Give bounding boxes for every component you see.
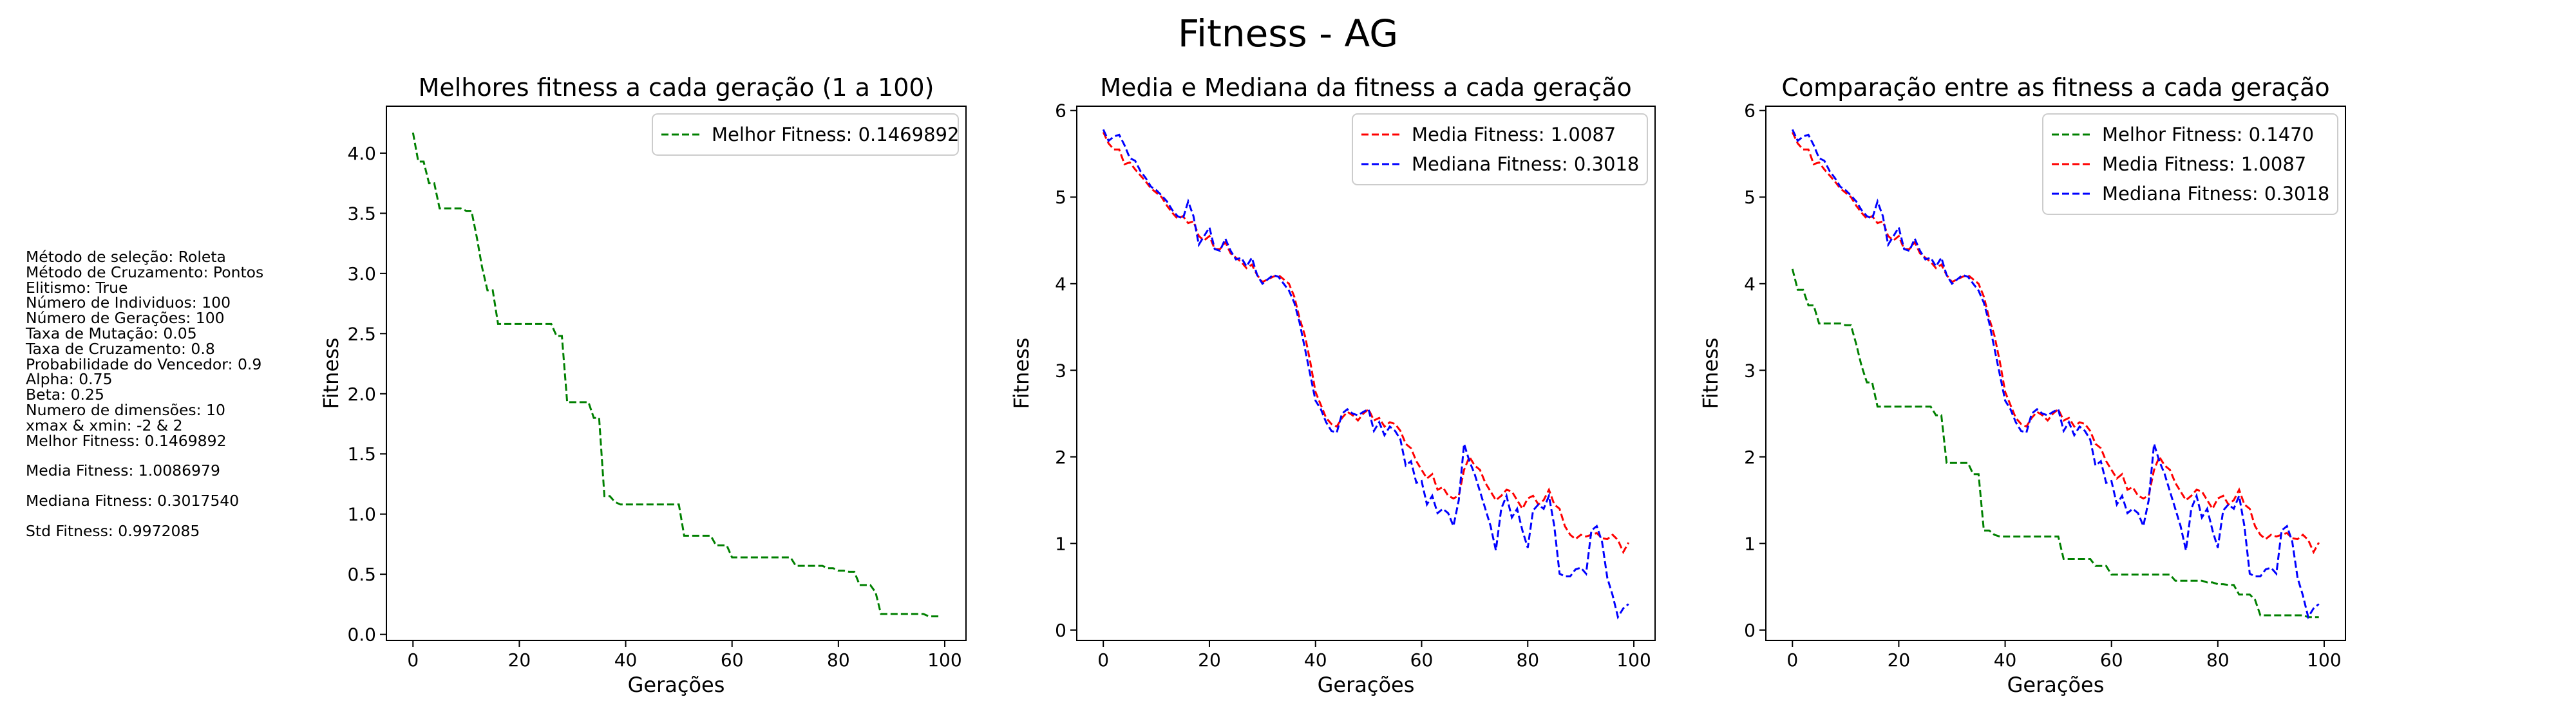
chart-title: Comparação entre as fitness a cada geraç… [1781, 73, 2329, 102]
y-tick-label: 5 [1744, 187, 1756, 208]
y-tick-label: 1 [1055, 533, 1066, 554]
parameter-line: Elitismo: True [26, 278, 128, 297]
chart-title: Melhores fitness a cada geração (1 a 100… [419, 73, 934, 102]
x-tick-label: 20 [508, 649, 531, 671]
series-line-best [1791, 268, 2319, 619]
legend-box [652, 113, 959, 156]
parameter-line: Método de Cruzamento: Pontos [26, 263, 264, 281]
y-tick-label: 5 [1055, 187, 1066, 208]
y-tick-label: 4 [1055, 274, 1066, 295]
x-tick-label: 100 [927, 649, 961, 671]
parameter-line: xmax & xmin: -2 & 2 [26, 416, 183, 434]
x-tick-label: 40 [614, 649, 638, 671]
y-tick-label: 1.5 [347, 443, 376, 465]
legend-label: Melhor Fitness: 0.1469892 [712, 124, 959, 145]
x-tick-label: 100 [1616, 649, 1651, 671]
legend-label: Mediana Fitness: 0.3018 [2102, 183, 2329, 205]
x-tick-label: 20 [1198, 649, 1221, 671]
parameter-line: Probabilidade do Vencedor: 0.9 [26, 355, 262, 373]
y-tick-label: 0 [1055, 620, 1066, 641]
parameter-line: Melhor Fitness: 0.1469892 [26, 431, 227, 450]
y-tick-label: 3.5 [347, 203, 376, 224]
y-tick-label: 0.5 [347, 564, 376, 585]
x-axis-label: Gerações [628, 673, 725, 697]
x-tick-label: 40 [1304, 649, 1327, 671]
parameter-line: Beta: 0.25 [26, 386, 104, 404]
parameter-line: Alpha: 0.75 [26, 370, 113, 389]
chart-title: Media e Mediana da fitness a cada geraçã… [1100, 73, 1632, 102]
chart-best-fitness: 0 20 40 60 80 100 0.0 0.5 1.0 1.5 2.0 2.5 3.0 3.5 4.0 M… [319, 73, 967, 697]
y-axis-label: Fitness [319, 338, 343, 409]
x-tick-label: 80 [1516, 649, 1539, 671]
series-line-media [1102, 131, 1630, 555]
chart-media-mediana: 0 20 40 60 80 100 0 1 2 3 4 5 6 Media e Mediana da fi… [1009, 73, 1656, 697]
legend-label: Media Fitness: 1.0087 [2102, 153, 2306, 175]
y-tick-label: 3 [1744, 360, 1756, 381]
y-tick-label: 1.0 [347, 504, 376, 525]
x-axis-label: Gerações [1318, 673, 1415, 697]
y-tick-label: 2 [1744, 447, 1756, 468]
parameter-line: Mediana Fitness: 0.3017540 [26, 492, 240, 510]
x-tick-label: 60 [1410, 649, 1434, 671]
y-tick-label: 2 [1055, 447, 1066, 468]
legend-label: Melhor Fitness: 0.1470 [2102, 124, 2314, 145]
plot-frame [386, 106, 967, 641]
x-axis-label: Gerações [2007, 673, 2105, 697]
parameter-line: Método de seleção: Roleta [26, 248, 226, 266]
x-tick-label: 60 [2100, 649, 2123, 671]
y-tick-label: 6 [1744, 100, 1756, 122]
y-tick-label: 2.5 [347, 323, 376, 344]
y-tick-label: 4 [1744, 274, 1756, 295]
y-tick-label: 4.0 [347, 143, 376, 164]
y-tick-label: 6 [1055, 100, 1066, 122]
y-tick-label: 2.0 [347, 384, 376, 405]
parameter-line: Media Fitness: 1.0086979 [26, 461, 220, 480]
legend-box [2042, 113, 2338, 215]
x-tick-label: 60 [721, 649, 744, 671]
series-line-best [412, 132, 940, 618]
parameter-line: Taxa de Cruzamento: 0.8 [26, 339, 215, 358]
parameter-line: Número de Gerações: 100 [26, 309, 225, 328]
plot-frame [1765, 106, 2346, 641]
series-line-mediana [1102, 129, 1629, 620]
y-tick-label: 3 [1055, 360, 1066, 381]
legend-label: Media Fitness: 1.0087 [1412, 124, 1616, 145]
y-tick-label: 0.0 [347, 624, 376, 646]
y-axis-label: Fitness [1698, 338, 1723, 409]
y-tick-label: 1 [1744, 533, 1756, 554]
x-tick-label: 20 [1888, 649, 1911, 671]
x-tick-label: 80 [827, 649, 850, 671]
figure-title: Fitness - AG [1177, 12, 1399, 55]
legend-label: Mediana Fitness: 0.3018 [1412, 153, 1639, 175]
x-tick-label: 100 [2307, 649, 2341, 671]
x-tick-label: 40 [1994, 649, 2017, 671]
parameter-line: Taxa de Mutação: 0.05 [26, 324, 197, 342]
x-tick-label: 0 [407, 649, 419, 671]
series-line-mediana [1791, 129, 2320, 620]
y-tick-label: 3.0 [347, 263, 376, 284]
chart-comparison: 0 20 40 60 80 100 0 1 2 3 4 5 6 Comparação entre as f… [1698, 73, 2346, 697]
parameter-line: Número de Individuos: 100 [26, 293, 231, 312]
x-tick-label: 0 [1097, 649, 1109, 671]
parameter-line: Std Fitness: 0.9972085 [26, 521, 200, 540]
parameters-panel: Método de seleção: Roleta Método de Cruza… [26, 248, 264, 540]
x-tick-label: 80 [2206, 649, 2230, 671]
x-tick-label: 0 [1786, 649, 1798, 671]
legend-box [1352, 113, 1648, 185]
plot-frame [1076, 106, 1656, 641]
y-axis-label: Fitness [1009, 338, 1034, 409]
y-tick-label: 0 [1744, 620, 1756, 641]
parameter-line: Numero de dimensões: 10 [26, 400, 225, 419]
